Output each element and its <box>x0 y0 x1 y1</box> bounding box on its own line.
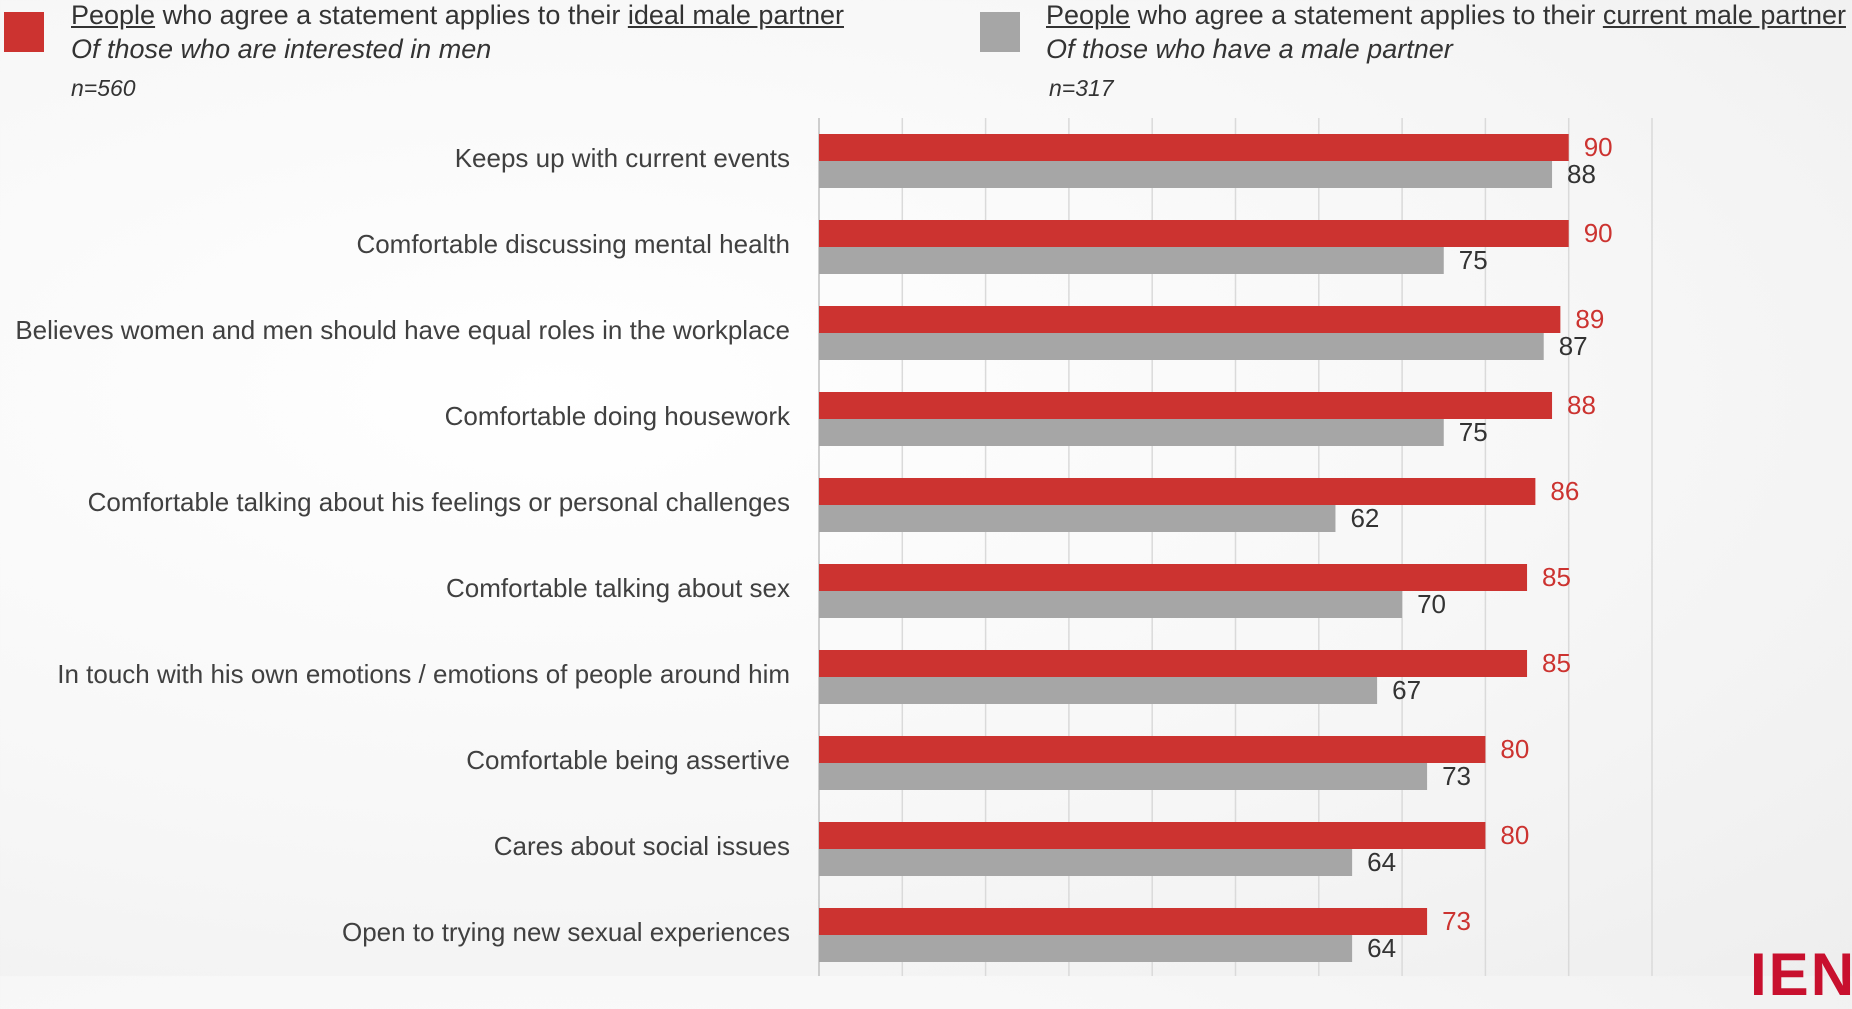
bar-ideal <box>819 478 1536 505</box>
legend-n-current: n=317 <box>1049 75 1114 101</box>
data-label-ideal: 85 <box>1542 648 1571 678</box>
legend-label-current: People who agree a statement applies to … <box>1046 0 1846 32</box>
data-label-current: 75 <box>1459 417 1488 447</box>
legend-swatch-ideal <box>4 12 44 52</box>
data-label-current: 73 <box>1442 761 1471 791</box>
category-label: Cares about social issues <box>494 831 790 861</box>
data-label-current: 88 <box>1567 159 1596 189</box>
legend-ideal-target: ideal male partner <box>627 0 844 30</box>
bar-ideal <box>819 822 1486 849</box>
brand-logo: IEN <box>1750 941 1852 1008</box>
category-label: Comfortable talking about sex <box>446 573 790 603</box>
bar-current <box>819 849 1353 876</box>
bar-ideal <box>819 306 1561 333</box>
bar-ideal <box>819 220 1569 247</box>
category-label: In touch with his own emotions / emotion… <box>57 659 790 689</box>
category-label: Comfortable doing housework <box>445 401 791 431</box>
bar-current <box>819 935 1353 962</box>
data-label-current: 75 <box>1459 245 1488 275</box>
legend-sub-ideal: Of those who are interested in men <box>71 34 492 64</box>
data-label-current: 70 <box>1417 589 1446 619</box>
bar-current <box>819 591 1403 618</box>
bar-ideal <box>819 392 1553 419</box>
data-label-ideal: 88 <box>1567 390 1596 420</box>
legend-current-mid: who agree a statement applies to their <box>1130 0 1603 30</box>
data-label-ideal: 89 <box>1575 304 1604 334</box>
bar-current <box>819 161 1553 188</box>
legend-current-target: current male partner <box>1602 0 1846 30</box>
bar-ideal <box>819 650 1528 677</box>
data-label-ideal: 90 <box>1584 218 1613 248</box>
bar-current <box>819 333 1544 360</box>
legend-n-ideal: n=560 <box>71 75 136 101</box>
bar-ideal <box>819 564 1528 591</box>
bar-ideal <box>819 908 1428 935</box>
category-label: Comfortable discussing mental health <box>356 229 790 259</box>
category-label: Comfortable talking about his feelings o… <box>88 487 790 517</box>
bar-chart: Keeps up with current events 9088Comforta… <box>15 118 1653 976</box>
data-label-ideal: 86 <box>1550 476 1579 506</box>
legend-swatch-current <box>980 12 1020 52</box>
bar-ideal <box>819 134 1569 161</box>
bar-current <box>819 763 1428 790</box>
bar-current <box>819 247 1444 274</box>
legend-label-ideal: People who agree a statement applies to … <box>71 0 844 32</box>
data-label-current: 64 <box>1367 847 1396 877</box>
category-label: Comfortable being assertive <box>466 745 790 775</box>
bar-current <box>819 677 1378 704</box>
data-label-ideal: 80 <box>1500 820 1529 850</box>
legend-current-people: People <box>1046 0 1131 30</box>
legend-ideal-mid: who agree a statement applies to their <box>155 0 628 30</box>
data-label-current: 64 <box>1367 933 1396 963</box>
category-label: Open to trying new sexual experiences <box>342 917 790 947</box>
bar-current <box>819 419 1444 446</box>
data-label-ideal: 90 <box>1584 132 1613 162</box>
category-label: Keeps up with current events <box>455 143 790 173</box>
data-label-ideal: 85 <box>1542 562 1571 592</box>
bar-ideal <box>819 736 1486 763</box>
legend-ideal-people: People <box>71 0 156 30</box>
bar-current <box>819 505 1336 532</box>
data-label-ideal: 73 <box>1442 906 1471 936</box>
data-label-current: 62 <box>1350 503 1379 533</box>
category-label: Believes women and men should have equal… <box>15 315 790 345</box>
data-label-current: 87 <box>1559 331 1588 361</box>
data-label-current: 67 <box>1392 675 1421 705</box>
data-label-ideal: 80 <box>1500 734 1529 764</box>
legend-sub-current: Of those who have a male partner <box>1046 34 1453 64</box>
